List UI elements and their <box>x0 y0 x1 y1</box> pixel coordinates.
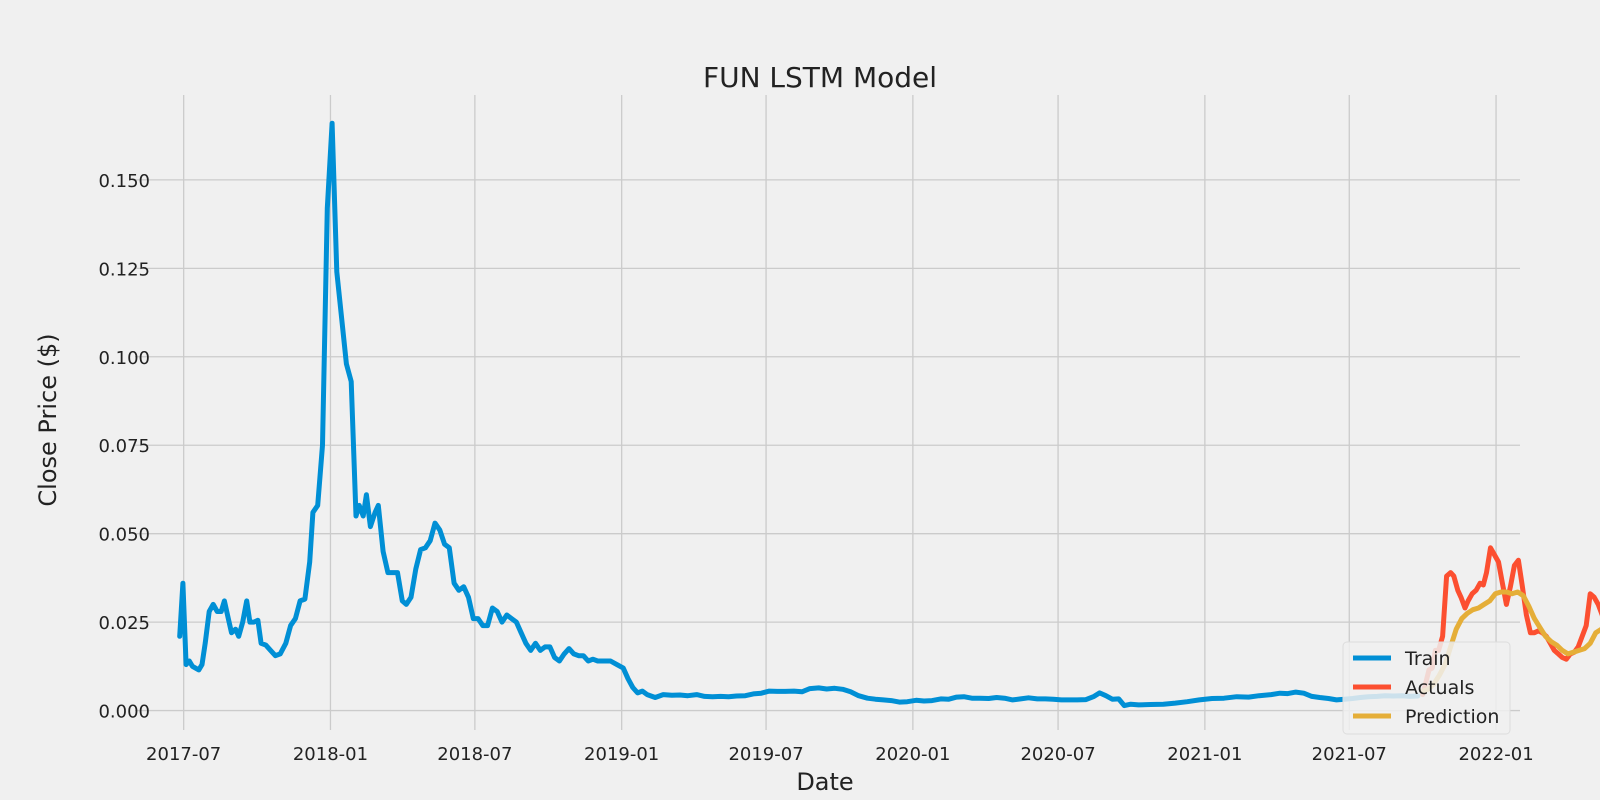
plot-area <box>135 95 1520 730</box>
y-axis-label: Close Price ($) <box>34 333 62 506</box>
legend-label-train: Train <box>1404 648 1451 670</box>
x-tick-label: 2022-01 <box>1458 744 1533 765</box>
x-tick-label: 2021-01 <box>1167 744 1242 765</box>
y-tick-label: 0.025 <box>98 613 150 634</box>
chart-title: FUN LSTM Model <box>703 61 937 94</box>
x-tick-label: 2020-01 <box>875 744 950 765</box>
x-tick-label: 2017-07 <box>146 744 221 765</box>
legend-box <box>1342 641 1511 735</box>
y-tick-label: 0.000 <box>98 702 150 723</box>
x-tick-label: 2021-07 <box>1312 744 1387 765</box>
y-tick-label: 0.050 <box>98 525 150 546</box>
legend: Train Actuals Prediction <box>1342 641 1511 735</box>
series-line-train <box>177 120 1421 709</box>
y-tick-label: 0.100 <box>98 348 150 369</box>
series-line-prediction <box>1420 589 1600 694</box>
x-tick-label: 2020-07 <box>1020 744 1095 765</box>
series-lines <box>177 120 1600 709</box>
grid <box>135 95 1520 730</box>
x-tick-label: 2019-01 <box>584 744 659 765</box>
y-tick-label: 0.125 <box>98 259 150 280</box>
legend-label-prediction: Prediction <box>1405 706 1499 728</box>
y-tick-label: 0.075 <box>98 436 150 457</box>
legend-label-actuals: Actuals <box>1405 677 1474 699</box>
series-line-actuals <box>1420 545 1600 698</box>
x-tick-label: 2019-07 <box>728 744 803 765</box>
x-axis-label: Date <box>796 768 853 796</box>
y-tick-label: 0.150 <box>98 171 150 192</box>
x-tick-label: 2018-07 <box>437 744 512 765</box>
tick-labels: 2017-07 2018-01 2018-07 2019-01 2019-07 2020-… <box>98 171 1533 765</box>
x-tick-label: 2018-01 <box>293 744 368 765</box>
